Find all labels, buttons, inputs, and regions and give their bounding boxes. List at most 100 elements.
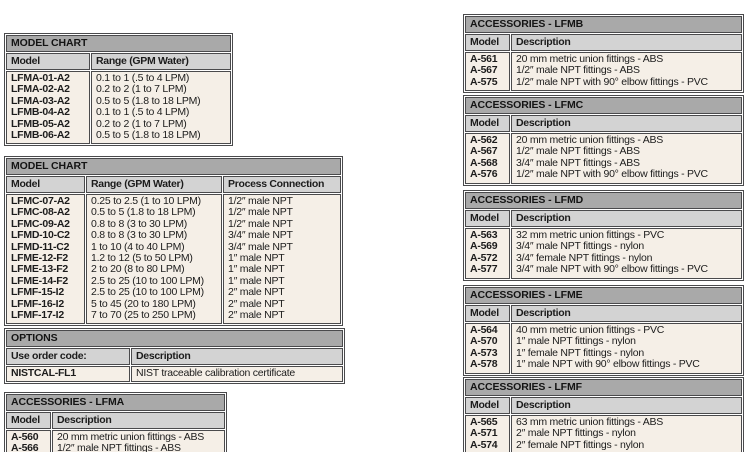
table-cell: LFMB-05-A2 xyxy=(11,117,70,130)
table-header-row: Model Description xyxy=(465,397,742,414)
table-column: 32 mm metric union fittings - PVC 3/4″ ma… xyxy=(511,228,742,279)
table-cell: NIST traceable calibration certificate xyxy=(136,367,295,379)
column-header: Model xyxy=(465,115,510,132)
table-header-row: Model Description xyxy=(6,412,225,429)
table-cell: 2.5 to 25 (10 to 100 LPM) xyxy=(91,286,204,299)
table-cell: 0.2 to 2 (1 to 7 LPM) xyxy=(96,83,187,96)
table-column: 20 mm metric union fittings - ABS 1/2″ ma… xyxy=(511,133,742,184)
table-column: 1/2″ male NPT 1/2″ male NPT 1/2″ male NPT 3… xyxy=(223,194,341,325)
table-cell: LFME-13-F2 xyxy=(11,263,69,276)
table-cell: A-575 xyxy=(470,75,498,88)
table-cell: 2.5 to 25 (10 to 100 LPM) xyxy=(91,274,204,287)
table-column: 0.1 to 1 (.5 to 4 LPM) 0.2 to 2 (1 to 7 L… xyxy=(91,71,231,145)
table-title: OPTIONS xyxy=(6,330,343,347)
table-cell: LFME-14-F2 xyxy=(11,274,69,287)
table-cell: 3/4″ male NPT fittings - ABS xyxy=(516,156,640,169)
table-cell: LFMD-11-C2 xyxy=(11,240,70,253)
table-cell: LFMB-04-A2 xyxy=(11,106,70,119)
table-header-row: Use order code: Description xyxy=(6,348,343,365)
table-body: LFMC-07-A2 LFMC-08-A2 LFMC-09-A2 LFMD-10-C2… xyxy=(6,194,341,325)
accessories-lfmb-table: ACCESSORIES - LFMB Model Description A-561 A… xyxy=(463,14,744,94)
model-chart-table-1: MODEL CHART Model Range (GPM Water) LFMA-01… xyxy=(4,33,233,147)
table-cell: 20 mm metric union fittings - ABS xyxy=(516,134,663,146)
column-header: Model xyxy=(465,210,510,227)
table-cell: 1/2″ male NPT xyxy=(228,206,293,219)
table-title: ACCESSORIES - LFME xyxy=(465,287,742,304)
table-header-row: Model Description xyxy=(465,305,742,322)
table-cell: 0.1 to 1 (.5 to 4 LPM) xyxy=(96,72,190,84)
table-cell: 0.8 to 8 (3 to 30 LPM) xyxy=(91,229,188,242)
accessories-lfma-table: ACCESSORIES - LFMA Model Description A-560 A… xyxy=(4,392,227,452)
table-title: ACCESSORIES - LFMC xyxy=(465,97,742,114)
table-cell: LFMA-01-A2 xyxy=(11,72,70,84)
table-header-row: Model Range (GPM Water) Process Connection xyxy=(6,176,341,193)
table-cell: 2 to 20 (8 to 80 LPM) xyxy=(91,263,185,276)
table-cell: 1/2″ male NPT fittings - ABS xyxy=(516,64,640,77)
table-cell: LFMD-10-C2 xyxy=(11,229,70,242)
table-cell: 3/4″ male NPT xyxy=(228,240,293,253)
table-cell: LFMB-06-A2 xyxy=(11,129,70,142)
table-column: A-563 A-569 A-572 A-577 xyxy=(465,228,510,279)
options-table: OPTIONS Use order code: Description NISTCAL… xyxy=(4,328,345,385)
column-header: Model xyxy=(465,305,510,322)
table-cell: 3/4″ male NPT with 90° elbow fittings - … xyxy=(516,263,708,276)
column-header: Description xyxy=(511,34,742,51)
table-title: ACCESSORIES - LFMF xyxy=(465,379,742,396)
accessories-lfme-table: ACCESSORIES - LFME Model Description A-564 A… xyxy=(463,285,744,376)
table-column: A-560 A-566 xyxy=(6,430,51,452)
table-cell: 1″ male NPT with 90° elbow fittings - PV… xyxy=(516,358,700,371)
table-column: NIST traceable calibration certificate xyxy=(131,366,343,383)
table-cell: 1/2″ male NPT xyxy=(228,195,293,207)
table-cell: 0.25 to 2.5 (1 to 10 LPM) xyxy=(91,195,201,207)
table-cell: 0.5 to 5 (1.8 to 18 LPM) xyxy=(96,94,201,107)
table-column: A-565 A-571 A-574 xyxy=(465,415,510,452)
table-cell: 1/2″ male NPT fittings - ABS xyxy=(57,442,181,452)
column-header: Use order code: xyxy=(6,348,130,365)
table-cell: 2″ male NPT xyxy=(228,309,285,322)
table-cell: 0.5 to 5 (1.8 to 18 LPM) xyxy=(91,206,196,219)
table-cell: LFMC-09-A2 xyxy=(11,217,70,230)
table-body: A-562 A-567 A-568 A-576 20 mm metric union f… xyxy=(465,133,742,184)
table-cell: 3/4″ male NPT xyxy=(228,229,293,242)
table-cell: 1/2″ male NPT with 90° elbow fittings - … xyxy=(516,168,708,181)
table-cell: LFMF-15-I2 xyxy=(11,286,64,299)
table-column: 0.25 to 2.5 (1 to 10 LPM) 0.5 to 5 (1.8 t… xyxy=(86,194,222,325)
table-cell: 1″ male NPT xyxy=(228,274,285,287)
table-cell: 2″ female NPT fittings - nylon xyxy=(516,438,644,451)
table-cell: 0.1 to 1 (.5 to 4 LPM) xyxy=(96,106,190,119)
model-chart-table-2: MODEL CHART Model Range (GPM Water) Process… xyxy=(4,156,343,327)
table-body: A-560 A-566 20 mm metric union fittings - … xyxy=(6,430,225,452)
table-cell: A-564 xyxy=(470,324,498,336)
table-cell: A-576 xyxy=(470,168,498,181)
table-cell: LFME-12-F2 xyxy=(11,252,69,265)
table-cell: A-569 xyxy=(470,240,498,253)
table-cell: A-568 xyxy=(470,156,498,169)
column-header: Process Connection xyxy=(223,176,341,193)
table-cell: A-563 xyxy=(470,229,498,241)
table-cell: LFMF-16-I2 xyxy=(11,297,64,310)
table-column: 20 mm metric union fittings - ABS 1/2″ ma… xyxy=(52,430,225,452)
table-cell: LFMA-03-A2 xyxy=(11,94,70,107)
table-cell: 1″ female NPT fittings - nylon xyxy=(516,346,644,359)
table-cell: 1″ male NPT xyxy=(228,252,285,265)
column-header: Description xyxy=(511,210,742,227)
table-cell: A-578 xyxy=(470,358,498,371)
table-column: NISTCAL-FL1 xyxy=(6,366,130,383)
table-cell: 32 mm metric union fittings - PVC xyxy=(516,229,665,241)
table-cell: LFMC-08-A2 xyxy=(11,206,70,219)
table-cell: A-562 xyxy=(470,134,498,146)
table-title: ACCESSORIES - LFMD xyxy=(465,192,742,209)
table-cell: 1″ male NPT fittings - nylon xyxy=(516,335,636,348)
table-cell: LFMC-07-A2 xyxy=(11,195,70,207)
accessories-lfmd-table: ACCESSORIES - LFMD Model Description A-563 A… xyxy=(463,190,744,281)
table-cell: A-574 xyxy=(470,438,498,451)
table-header-row: Model Range (GPM Water) xyxy=(6,53,231,70)
table-cell: 2″ male NPT fittings - nylon xyxy=(516,427,636,440)
table-cell: A-561 xyxy=(470,53,498,65)
table-title: ACCESSORIES - LFMA xyxy=(6,394,225,411)
table-cell: 3/4″ female NPT fittings - nylon xyxy=(516,251,653,264)
column-header: Description xyxy=(52,412,225,429)
table-cell: 2″ male NPT xyxy=(228,286,285,299)
table-cell: 63 mm metric union fittings - ABS xyxy=(516,416,663,428)
table-body: NISTCAL-FL1 NIST traceable calibration ce… xyxy=(6,366,343,383)
